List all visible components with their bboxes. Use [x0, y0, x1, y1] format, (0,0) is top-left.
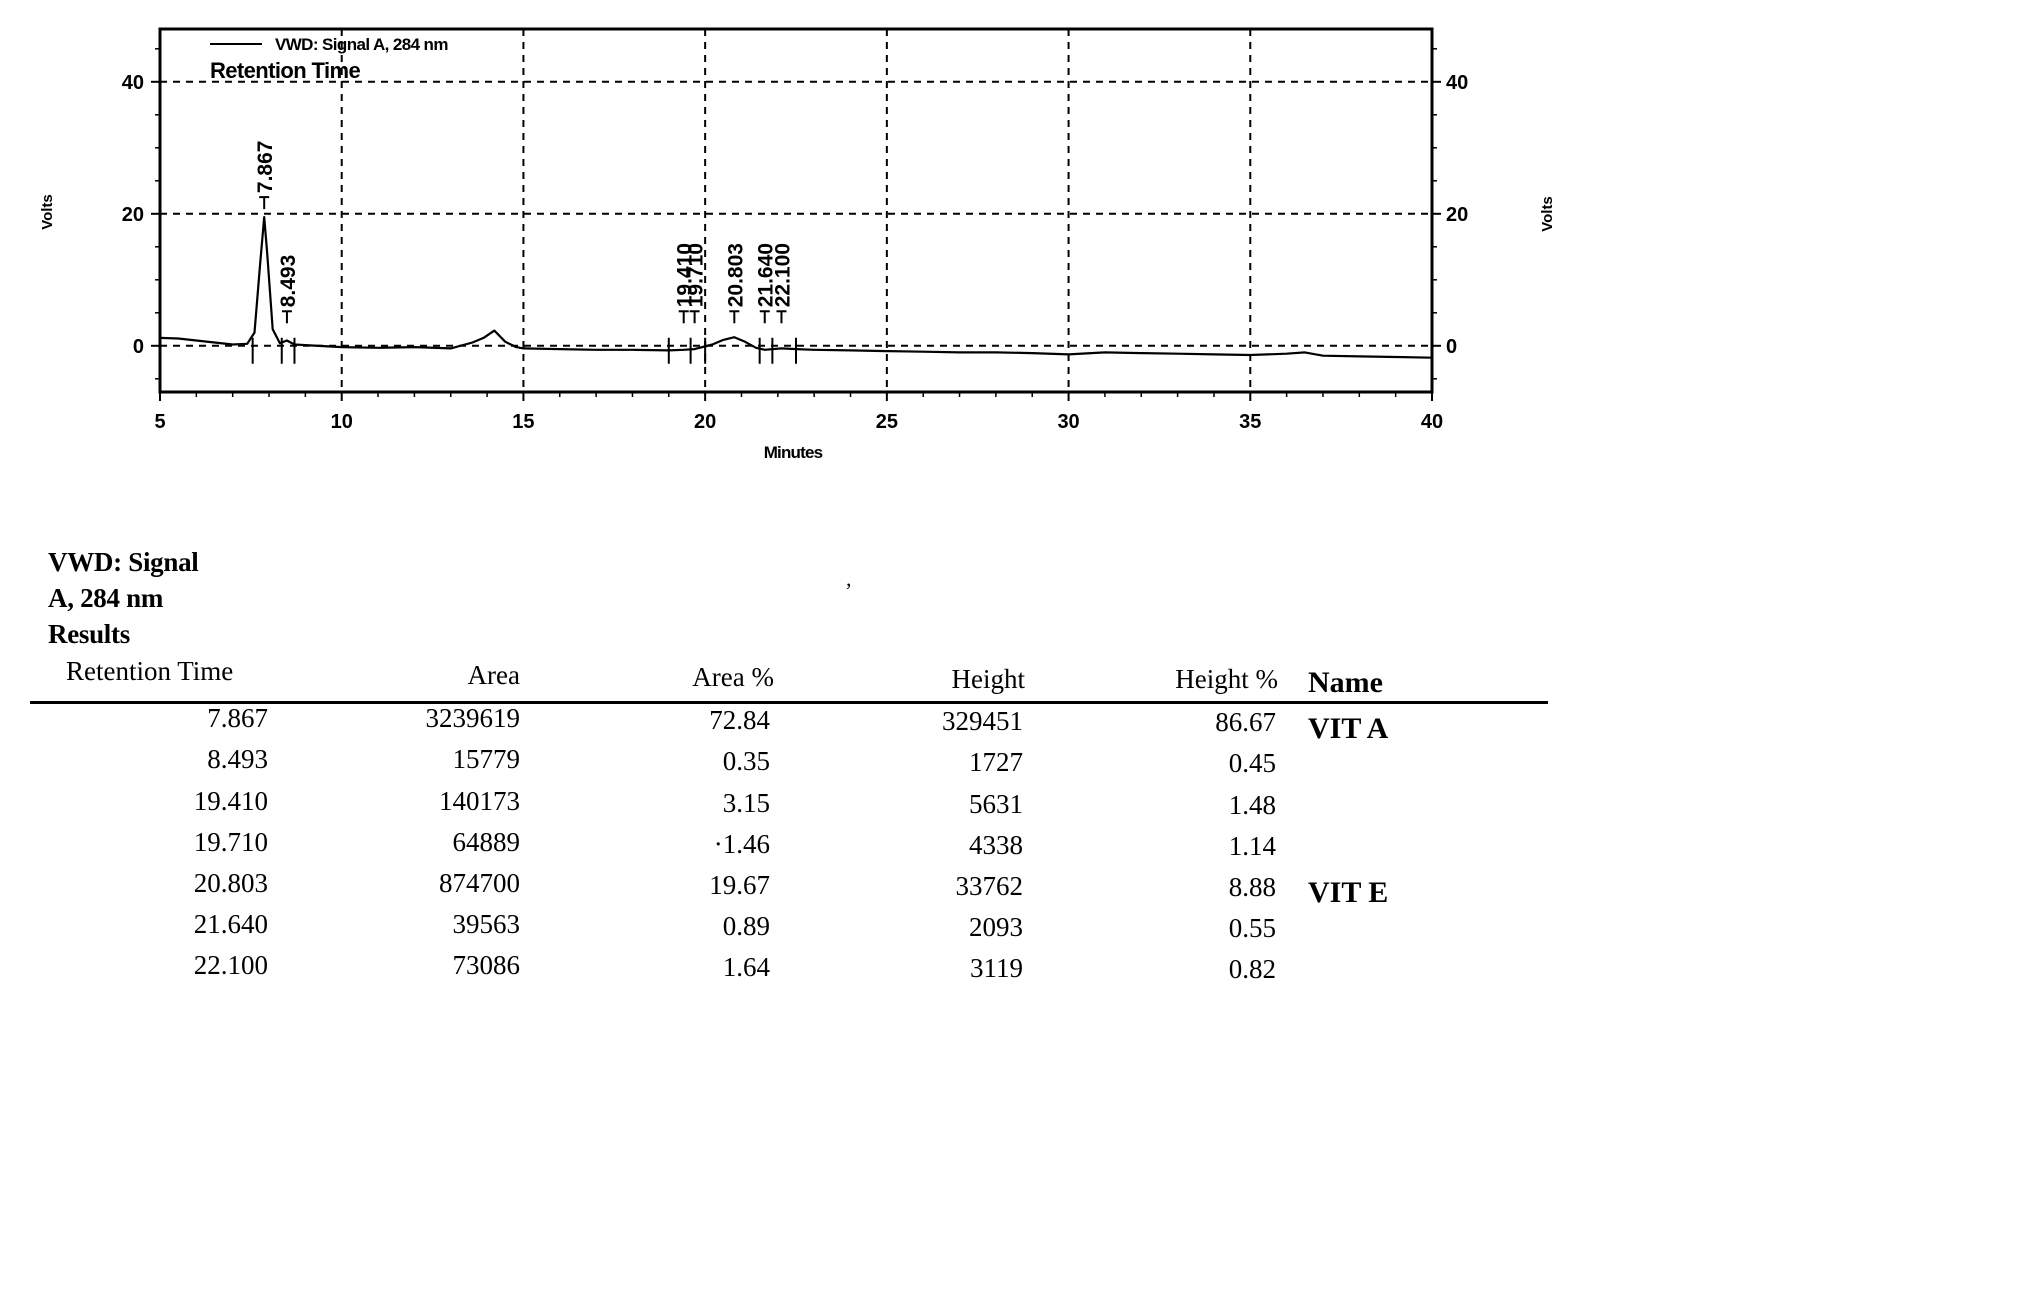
y-tick-label-right: 20 — [1446, 204, 1468, 226]
cell-rt: 21.640 — [193, 909, 268, 939]
x-tick-label: 30 — [1057, 411, 1079, 433]
y-tick-label-left: 40 — [122, 72, 144, 94]
axis-ticks: 5 10 15 20 25 30 35 40 0 0 20 20 40 40 — [122, 48, 1468, 433]
series-line — [159, 216, 1433, 359]
cell-height-pct: 0.82 — [1228, 954, 1276, 984]
cell-height-pct: 0.45 — [1228, 748, 1276, 778]
cell-area: 140173 — [439, 786, 520, 816]
cell-area-pct: 1.64 — [722, 952, 770, 982]
chromatogram-chart: 5 10 15 20 25 30 35 40 0 0 20 20 40 40 7.867 8.493 19.4… — [39, 27, 1556, 462]
cell-rt: 20.803 — [193, 868, 268, 898]
peak-label: 8.493 — [277, 255, 300, 308]
cell-height-pct: 1.48 — [1228, 790, 1276, 820]
cell-area-pct: 3.15 — [722, 788, 770, 818]
cell-area: 64889 — [452, 827, 521, 857]
chart-legend: VWD: Signal A, 284 nm Retention Time — [210, 35, 449, 83]
peak-label: 19.710 — [685, 243, 708, 307]
y-tick-label-right: 0 — [1446, 336, 1457, 358]
cell-height: 5631 — [969, 789, 1023, 819]
cell-area: 15779 — [452, 744, 521, 774]
results-title-line-3: Results — [48, 619, 130, 649]
y-axis-label-right: Volts — [1539, 196, 1556, 232]
x-tick-label: 5 — [154, 411, 165, 433]
cell-height-pct: 86.67 — [1215, 707, 1276, 737]
legend-subtitle: Retention Time — [210, 58, 360, 83]
col-header-area: Area — [467, 660, 520, 690]
series-layer — [159, 216, 1433, 364]
grid — [160, 29, 1432, 392]
cell-name: VIT E — [1308, 876, 1389, 909]
cell-height: 329451 — [942, 706, 1023, 736]
cell-rt: 22.100 — [193, 950, 268, 980]
cell-height: 1727 — [969, 747, 1023, 777]
x-tick-label: 40 — [1421, 411, 1443, 433]
peak-label: 19.410 — [674, 243, 697, 307]
peak-label: 22.100 — [771, 243, 794, 307]
x-tick-label: 15 — [512, 411, 534, 433]
cell-area: 874700 — [439, 868, 520, 898]
y-tick-label-right: 40 — [1446, 72, 1468, 94]
cell-area: 39563 — [452, 909, 521, 939]
col-header-area-pct: Area % — [692, 662, 774, 692]
cell-height-pct: 0.55 — [1228, 913, 1276, 943]
cell-area-pct: 72.84 — [709, 705, 770, 735]
x-axis-label: Minutes — [764, 443, 823, 462]
x-tick-label: 20 — [694, 411, 716, 433]
cell-area: 3239619 — [425, 703, 521, 733]
cell-name: VIT A — [1308, 712, 1389, 745]
cell-area-pct: ·1.46 — [713, 829, 770, 859]
cell-area: 73086 — [452, 950, 521, 980]
x-tick-label: 10 — [331, 411, 353, 433]
cell-height: 2093 — [969, 912, 1023, 942]
y-tick-label-left: 0 — [133, 336, 144, 358]
x-tick-label: 25 — [876, 411, 898, 433]
cell-height: 33762 — [955, 871, 1024, 901]
cell-height-pct: 8.88 — [1228, 872, 1276, 902]
cell-area-pct: 0.35 — [722, 746, 770, 776]
legend-entry-label: VWD: Signal A, 284 nm — [275, 35, 448, 54]
header-rule — [30, 701, 1548, 704]
cell-rt: 8.493 — [207, 744, 268, 774]
x-tick-label: 35 — [1239, 411, 1261, 433]
y-tick-label-left: 20 — [122, 204, 144, 226]
col-header-name: Name — [1308, 666, 1383, 699]
peak-label: 21.640 — [755, 243, 778, 307]
cell-rt: 19.410 — [193, 786, 268, 816]
cell-height: 3119 — [970, 953, 1023, 983]
peak-label: 7.867 — [254, 141, 277, 194]
cell-area-pct: 19.67 — [709, 870, 770, 900]
cell-rt: 19.710 — [193, 827, 268, 857]
results-title-line-2: A, 284 nm — [48, 583, 164, 613]
cell-height: 4338 — [969, 830, 1023, 860]
results-title: VWD: Signal A, 284 nm Results — [48, 544, 199, 652]
cell-height-pct: 1.14 — [1228, 831, 1276, 861]
y-axis-label-left: Volts — [39, 194, 56, 230]
col-header-retention-time: Retention Time — [66, 656, 234, 686]
scan-mark: , — [846, 566, 852, 591]
cell-rt: 7.867 — [207, 703, 268, 733]
cell-area-pct: 0.89 — [722, 911, 770, 941]
peak-label: 20.803 — [724, 243, 747, 307]
col-header-height-pct: Height % — [1175, 664, 1278, 694]
col-header-height: Height — [951, 664, 1026, 694]
results-title-line-1: VWD: Signal — [48, 547, 199, 577]
plot-frame — [158, 27, 1434, 394]
